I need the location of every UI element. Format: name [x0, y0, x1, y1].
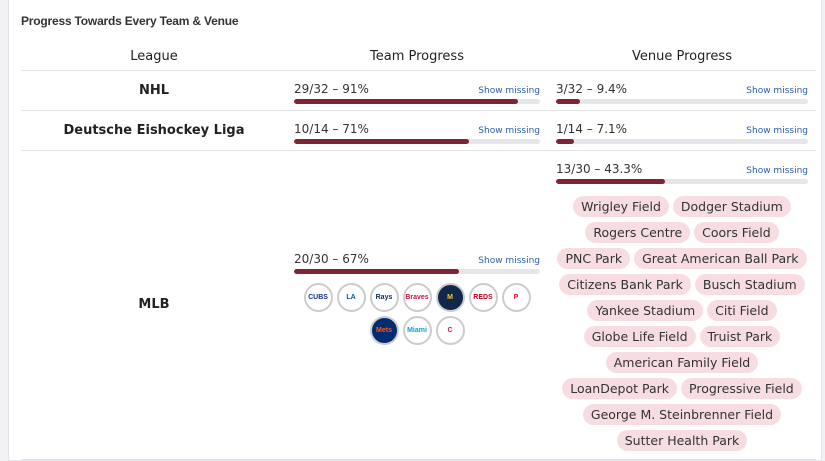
progress-bar [294, 138, 540, 144]
team-logo-icon: Mets [369, 316, 399, 345]
table-header-row: League Team Progress Venue Progress [22, 44, 816, 71]
team-progress-text: 29/32 – 91% [294, 81, 369, 96]
venue-chip: Citizens Bank Park [559, 273, 691, 295]
venue-progress-text: 13/30 – 43.3% [556, 161, 643, 176]
team-logo-icon: P [501, 283, 531, 312]
team-logo-icon: LA [336, 283, 366, 312]
show-missing-link[interactable]: Show missing [478, 256, 540, 266]
progress-fill [556, 98, 580, 104]
venue-chip: PNC Park [557, 247, 631, 269]
venue-chip: Busch Stadium [694, 273, 805, 295]
progress-table: League Team Progress Venue Progress NHL … [22, 44, 816, 460]
league-name: MLB [22, 150, 286, 460]
team-logo-icon: REDS [468, 283, 498, 312]
venue-progress-cell: 1/14 – 7.1% Show missing [548, 110, 816, 151]
venue-chip: Progressive Field [681, 377, 802, 399]
team-logo-icon: CUBS [303, 283, 333, 312]
venue-chip: George M. Steinbrenner Field [582, 403, 782, 425]
venue-chip: Great American Ball Park [634, 247, 807, 269]
venue-chip: LoanDepot Park [562, 377, 678, 399]
show-missing-link[interactable]: Show missing [746, 165, 808, 176]
missing-team-logos: CUBS LA Rays Braves M REDS P Mets Miami C [297, 283, 537, 345]
team-progress-cell: 29/32 – 91% Show missing [286, 70, 548, 111]
venue-chip: Dodger Stadium [672, 195, 791, 217]
show-missing-link[interactable]: Show missing [478, 85, 540, 96]
progress-bar [294, 98, 540, 104]
progress-card: Progress Towards Every Team & Venue Leag… [8, 0, 822, 461]
venue-chip: Citi Field [707, 299, 777, 321]
table-row: Deutsche Eishockey Liga 10/14 – 71% Show… [22, 110, 816, 151]
progress-bar [556, 98, 808, 104]
venue-chip: Wrigley Field [573, 195, 669, 217]
venue-progress-text: 3/32 – 9.4% [556, 81, 628, 96]
header-venue-progress: Venue Progress [548, 44, 816, 71]
table-row: MLB 20/30 – 67% Show missing CUBS LA Rays B… [22, 150, 816, 460]
venue-chip: Globe Life Field [583, 325, 696, 347]
show-missing-link[interactable]: Show missing [746, 125, 808, 136]
progress-fill [556, 138, 574, 144]
progress-fill [294, 269, 459, 274]
team-progress-cell: 10/14 – 71% Show missing [286, 110, 548, 151]
show-missing-link[interactable]: Show missing [746, 85, 808, 96]
header-league: League [22, 44, 286, 71]
progress-fill [294, 138, 469, 144]
progress-fill [294, 98, 518, 104]
progress-bar [556, 138, 808, 144]
team-progress-text: 10/14 – 71% [294, 121, 369, 136]
venue-progress-text: 1/14 – 7.1% [556, 121, 628, 136]
progress-bar [294, 269, 540, 274]
team-logo-icon: M [435, 283, 465, 312]
league-name: NHL [22, 70, 286, 111]
venue-progress-cell: 3/32 – 9.4% Show missing [548, 70, 816, 111]
venue-chip: Rogers Centre [585, 221, 691, 243]
team-progress-cell: 20/30 – 67% Show missing CUBS LA Rays Brave… [286, 150, 548, 460]
venue-chip: Yankee Stadium [587, 299, 704, 321]
venue-progress-cell: 13/30 – 43.3% Show missing Wrigley Field… [548, 150, 816, 460]
team-logo-icon: Rays [369, 283, 399, 312]
venue-chip: Coors Field [694, 221, 779, 243]
table-row: NHL 29/32 – 91% Show missing 3/32 – 9.4% [22, 70, 816, 111]
venue-chip: American Family Field [605, 351, 759, 373]
card-title: Progress Towards Every Team & Venue [21, 14, 239, 28]
venue-chip: Sutter Health Park [616, 429, 748, 451]
team-logo-icon: C [435, 316, 465, 345]
team-logo-icon: Braves [402, 283, 432, 312]
progress-bar [556, 178, 808, 184]
team-logo-icon: Miami [402, 316, 432, 345]
progress-fill [556, 178, 666, 184]
league-name: Deutsche Eishockey Liga [22, 110, 286, 151]
missing-venues-list: Wrigley Field Dodger Stadium Rogers Centre… [548, 184, 816, 459]
header-team-progress: Team Progress [286, 44, 548, 71]
team-progress-text: 20/30 – 67% [294, 252, 369, 266]
show-missing-link[interactable]: Show missing [478, 125, 540, 136]
venue-chip: Truist Park [699, 325, 781, 347]
